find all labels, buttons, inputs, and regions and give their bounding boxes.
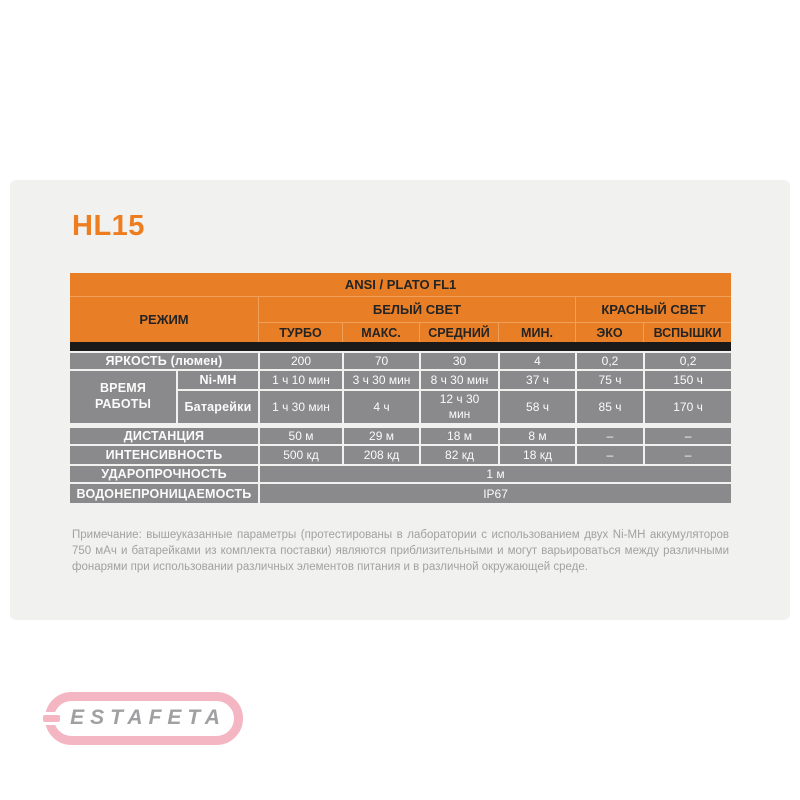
runtime-batteries-label: Батарейки [176, 389, 258, 423]
col-header-max: МАКС. [342, 322, 419, 342]
runtime-batt-eco: 85 ч [575, 389, 643, 423]
distance-medium: 18 м [419, 426, 498, 444]
product-title: HL15 [72, 210, 145, 242]
table-row-ansi: ANSI / PLATO FL1 [70, 273, 732, 296]
ansi-header: ANSI / PLATO FL1 [70, 273, 732, 296]
mode-header: РЕЖИМ [70, 296, 258, 342]
table-row-waterproof: ВОДОНЕПРОНИЦАЕМОСТЬ IP67 [70, 482, 732, 503]
brightness-medium: 30 [419, 351, 498, 369]
col-header-min: МИН. [498, 322, 575, 342]
runtime-nimh-label: Ni-MH [176, 369, 258, 389]
runtime-label-text: ВРЕМЯ РАБОТЫ [94, 381, 152, 411]
logo-dash-icon [43, 715, 60, 722]
runtime-batt-turbo: 1 ч 30 мин [258, 389, 342, 423]
runtime-batt-max: 4 ч [342, 389, 419, 423]
distance-max: 29 м [342, 426, 419, 444]
estafeta-watermark: ESTAFETA [42, 692, 243, 745]
separator-band [70, 342, 732, 351]
distance-turbo: 50 м [258, 426, 342, 444]
table-row-runtime-nimh: ВРЕМЯ РАБОТЫ Ni-MH 1 ч 10 мин 3 ч 30 мин… [70, 369, 732, 423]
brightness-eco: 0,2 [575, 351, 643, 369]
logo-text: ESTAFETA [70, 706, 226, 729]
table-row-intensity: ИНТЕНСИВНОСТЬ 500 кд 208 кд 82 кд 18 кд … [70, 444, 732, 464]
waterproof-value: IP67 [258, 482, 732, 503]
col-header-turbo: ТУРБО [258, 322, 342, 342]
intensity-turbo: 500 кд [258, 444, 342, 464]
intensity-medium: 82 кд [419, 444, 498, 464]
table-row-light-groups: РЕЖИМ БЕЛЫЙ СВЕТ КРАСНЫЙ СВЕТ [70, 296, 732, 342]
runtime-batt-medium-text: 12 ч 30 мин [439, 392, 480, 421]
red-light-header: КРАСНЫЙ СВЕТ [575, 296, 732, 322]
runtime-batt-flash: 170 ч [643, 389, 732, 423]
intensity-label: ИНТЕНСИВНОСТЬ [70, 444, 258, 464]
white-light-header: БЕЛЫЙ СВЕТ [258, 296, 575, 322]
impact-label: УДАРОПРОЧНОСТЬ [70, 464, 258, 482]
table-row-brightness: ЯРКОСТЬ (люмен) 200 70 30 4 0,2 0,2 [70, 351, 732, 369]
runtime-nimh-medium: 8 ч 30 мин [419, 369, 498, 389]
brightness-max: 70 [342, 351, 419, 369]
distance-eco: – [575, 426, 643, 444]
brightness-label: ЯРКОСТЬ (люмен) [70, 351, 258, 369]
runtime-nimh-min: 37 ч [498, 369, 575, 389]
impact-value: 1 м [258, 464, 732, 482]
intensity-flash: – [643, 444, 732, 464]
runtime-nimh-max: 3 ч 30 мин [342, 369, 419, 389]
intensity-min: 18 кд [498, 444, 575, 464]
waterproof-label: ВОДОНЕПРОНИЦАЕМОСТЬ [70, 482, 258, 503]
runtime-batt-medium: 12 ч 30 мин [419, 389, 498, 423]
brightness-flash: 0,2 [643, 351, 732, 369]
runtime-nimh-eco: 75 ч [575, 369, 643, 389]
col-header-eco: ЭКО [575, 322, 643, 342]
col-header-flash: ВСПЫШКИ [643, 322, 732, 342]
black-band [70, 342, 732, 351]
table-row-runtime-batteries: Батарейки 1 ч 30 мин 4 ч 12 ч 30 мин 58 … [70, 389, 732, 423]
footnote: Примечание: вышеуказанные параметры (про… [72, 529, 729, 573]
col-header-medium: СРЕДНИЙ [419, 322, 498, 342]
brightness-min: 4 [498, 351, 575, 369]
distance-label: ДИСТАНЦИЯ [70, 426, 258, 444]
table-row-impact: УДАРОПРОЧНОСТЬ 1 м [70, 464, 732, 482]
distance-min: 8 м [498, 426, 575, 444]
runtime-nimh-turbo: 1 ч 10 мин [258, 369, 342, 389]
brightness-turbo: 200 [258, 351, 342, 369]
intensity-eco: – [575, 444, 643, 464]
runtime-batt-min: 58 ч [498, 389, 575, 423]
distance-flash: – [643, 426, 732, 444]
table-row-mode-columns: ТУРБО МАКС. СРЕДНИЙ МИН. ЭКО ВСПЫШКИ [70, 322, 732, 342]
runtime-nimh-flash: 150 ч [643, 369, 732, 389]
intensity-max: 208 кд [342, 444, 419, 464]
table-row-distance: ДИСТАНЦИЯ 50 м 29 м 18 м 8 м – – [70, 426, 732, 444]
spec-table: ANSI / PLATO FL1 РЕЖИМ БЕЛЫЙ СВЕТ КРАСНЫ… [70, 273, 732, 503]
runtime-label: ВРЕМЯ РАБОТЫ [70, 369, 176, 423]
